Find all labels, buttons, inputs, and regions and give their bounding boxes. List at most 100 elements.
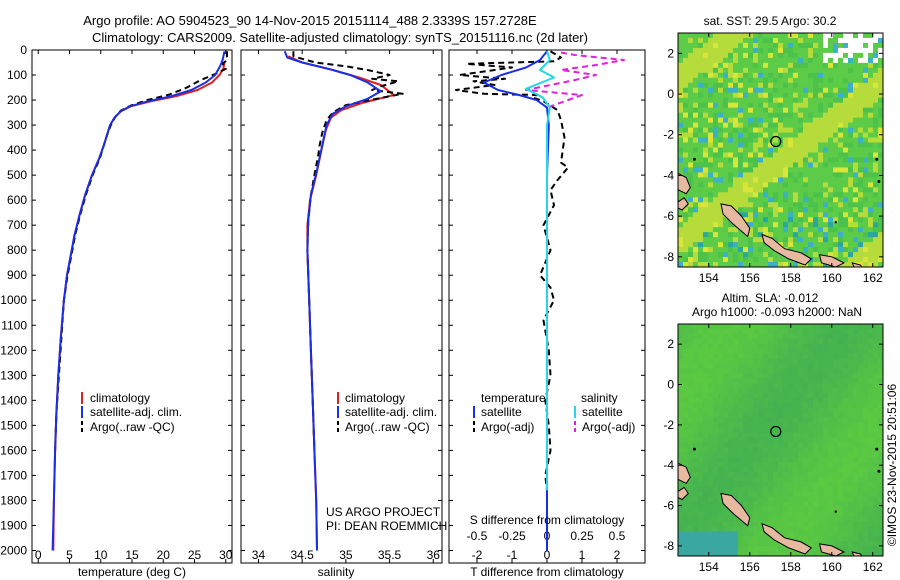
map-cell [713,417,719,424]
map-cell [813,37,819,44]
map-cell [813,551,819,556]
map-cell [743,262,749,267]
map-cell [763,383,769,389]
map-cell [868,107,874,114]
map-cell [763,398,769,404]
map-cell [813,52,819,59]
island-santa-isabel [818,543,846,556]
map-cell [773,142,779,149]
map-cell [783,107,789,114]
map-cell [868,62,874,69]
map-cell [843,417,849,424]
map-cell [733,102,739,109]
map-cell [693,217,699,223]
map-cell [713,232,719,238]
map-cell [853,107,859,114]
map-cell [808,491,814,498]
map-cell [758,412,764,419]
map-cell [863,107,869,114]
map-cell [878,506,883,513]
map-cell [863,192,869,198]
map-cell [763,222,769,228]
map-cell [743,147,749,154]
map-cell [848,398,854,404]
map-cell [808,477,814,483]
map-cell [863,402,869,409]
map-cell [838,531,844,537]
s-diff-tick-label: -0.25 [498,529,526,543]
map-cell [833,358,839,365]
map-cell [833,207,839,213]
map-cell [723,262,729,267]
map-cell [793,477,799,483]
map-cell [758,516,764,523]
map-cell [813,227,819,233]
salinity-series [283,50,404,551]
map-cell [833,393,839,399]
map-cell [728,541,734,547]
map-cell [728,348,734,355]
map-cell [743,378,749,384]
map-cell [713,506,719,513]
map-cell [753,67,759,74]
map-cell [813,57,819,64]
map-cell [803,506,809,513]
map-cell [738,167,744,174]
map-cell [768,541,774,547]
map-cell [783,412,789,419]
map-cell [818,437,824,444]
map-cell [793,496,799,503]
map-cell [728,511,734,518]
map-cell [873,477,879,483]
map-cell [698,37,704,44]
map-cell [808,57,814,64]
map-cell [828,157,834,164]
map-cell [853,217,859,223]
map-cell [758,328,764,335]
map-cell [688,506,694,513]
map-cell [683,47,689,54]
map-cell [748,187,754,193]
map-cell [778,62,784,69]
map-cell [803,437,809,444]
map-cell [808,353,814,360]
map-cell [763,92,769,99]
map-cell [678,373,684,379]
map-cell [823,252,829,258]
map-cell [818,237,824,243]
map-cell [813,526,819,532]
map-cell [773,107,779,114]
map-cell [763,132,769,139]
map-cell [713,37,719,44]
depth-tick-label: 100 [7,68,27,82]
map-cell [853,52,859,59]
map-cell [688,97,694,104]
map-cell [808,328,814,335]
map-cell [853,353,859,360]
map-cell [878,52,883,59]
map-cell [788,102,794,109]
map-cell [723,486,729,493]
map-cell [763,97,769,104]
map-cell [753,511,759,518]
map-cell [718,496,724,503]
map-cell [698,102,704,109]
map-cell [723,67,729,74]
map-cell [798,172,804,178]
map-cell [793,262,799,267]
island-new-ireland [678,462,691,485]
map-cell [698,546,704,552]
map-cell [723,477,729,483]
map-cell [828,328,834,335]
map-cell [838,82,844,89]
depth-tick-label: 1200 [0,343,27,357]
map-cell [783,373,789,379]
map-cell [713,427,719,434]
map-cell [768,37,774,44]
map-cell [738,152,744,159]
map-cell [738,237,744,243]
map-cell [748,227,754,233]
map-cell [743,197,749,203]
map-cell [698,62,704,69]
map-x-tick-label: 160 [822,271,842,285]
